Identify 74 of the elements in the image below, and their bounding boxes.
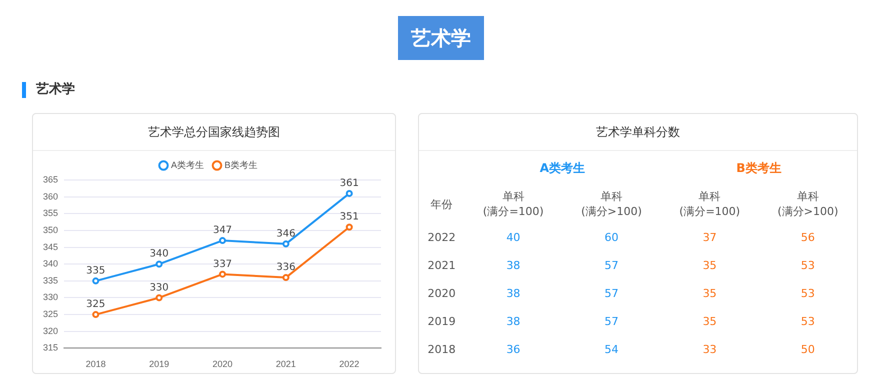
data-label: 57 bbox=[604, 286, 620, 302]
x-tick-label: 2022 bbox=[339, 359, 360, 370]
point bbox=[92, 277, 100, 284]
data-label: 33 bbox=[702, 342, 718, 358]
y-tick-label: 330 bbox=[42, 292, 58, 302]
data-label: 325 bbox=[86, 299, 106, 310]
data-label: 53 bbox=[800, 314, 816, 330]
point bbox=[219, 270, 226, 278]
point bbox=[156, 260, 163, 268]
point bbox=[219, 237, 226, 244]
data-label: 57 bbox=[604, 314, 620, 330]
point bbox=[346, 190, 353, 197]
y-tick-label: 2022 bbox=[426, 230, 457, 246]
text: B类考生 bbox=[735, 160, 782, 176]
x-tick-label: 2020 bbox=[212, 359, 233, 370]
data-label: 351 bbox=[340, 212, 359, 223]
data-label: 35 bbox=[702, 286, 718, 302]
data-label: 347 bbox=[212, 225, 232, 236]
x-tick-label: 单科 (满分>100) bbox=[776, 189, 840, 220]
x-tick-label: 2018 bbox=[86, 359, 106, 370]
data-label: 336 bbox=[276, 262, 296, 274]
data-label: 330 bbox=[150, 282, 169, 294]
y-tick-label: 355 bbox=[42, 208, 58, 218]
data-label: 54 bbox=[604, 342, 620, 358]
y-tick-label: 2020 bbox=[426, 286, 457, 302]
chart-title: 艺术学单科分数 bbox=[419, 114, 857, 151]
text: A类考生 bbox=[538, 160, 586, 176]
data-label: 57 bbox=[604, 258, 620, 274]
data-label: 53 bbox=[800, 258, 816, 274]
y-tick-label: 340 bbox=[42, 258, 58, 269]
point bbox=[346, 224, 353, 231]
x-tick-label: 2021 bbox=[276, 359, 296, 370]
legend-label: A类考生 bbox=[170, 160, 204, 170]
point bbox=[156, 294, 163, 302]
x-tick-label: 2019 bbox=[149, 359, 170, 370]
y-tick-label: 2018 bbox=[426, 342, 457, 358]
data-label: 56 bbox=[800, 230, 816, 246]
point bbox=[92, 311, 100, 318]
y-tick-label: 2021 bbox=[426, 258, 457, 274]
data-label: 35 bbox=[702, 258, 718, 274]
y-tick-label: 360 bbox=[42, 191, 58, 202]
point bbox=[282, 274, 290, 282]
data-label: 35 bbox=[702, 314, 718, 330]
data-label: 38 bbox=[505, 314, 522, 330]
data-label: 38 bbox=[505, 258, 522, 274]
x-tick-label: 单科 (满分=100) bbox=[678, 189, 742, 220]
data-label: 37 bbox=[702, 230, 718, 246]
x-tick-label: 单科 (满分=100) bbox=[482, 189, 545, 220]
data-label: 346 bbox=[276, 228, 296, 240]
data-label: 337 bbox=[212, 258, 232, 270]
data-label: 60 bbox=[604, 230, 620, 246]
legend-label: B类考生 bbox=[224, 160, 258, 170]
data-label: 50 bbox=[800, 342, 816, 358]
data-label: 36 bbox=[505, 342, 522, 358]
y-axis-title: 年份 bbox=[430, 196, 454, 212]
data-label: 38 bbox=[505, 286, 522, 302]
text: 艺术学 bbox=[398, 16, 484, 60]
y-tick-label: 320 bbox=[42, 326, 58, 336]
y-tick-label: 2019 bbox=[426, 314, 457, 330]
y-tick-label: 315 bbox=[42, 342, 58, 353]
data-label: 53 bbox=[800, 286, 816, 302]
data-label: 40 bbox=[505, 230, 522, 246]
data-label: 361 bbox=[340, 178, 359, 190]
text: 艺术学 bbox=[22, 82, 75, 98]
data-label: 335 bbox=[86, 266, 106, 277]
x-tick-label: 单科 (满分>100) bbox=[580, 189, 643, 220]
y-tick-label: 365 bbox=[42, 174, 58, 184]
y-tick-label: 335 bbox=[42, 275, 58, 286]
y-tick-label: 325 bbox=[42, 309, 58, 320]
point bbox=[282, 240, 290, 248]
y-tick-label: 345 bbox=[42, 242, 58, 252]
data-label: 340 bbox=[150, 248, 169, 260]
chart-title: 艺术学总分国家线趋势图 bbox=[33, 114, 395, 151]
y-tick-label: 350 bbox=[42, 224, 58, 235]
